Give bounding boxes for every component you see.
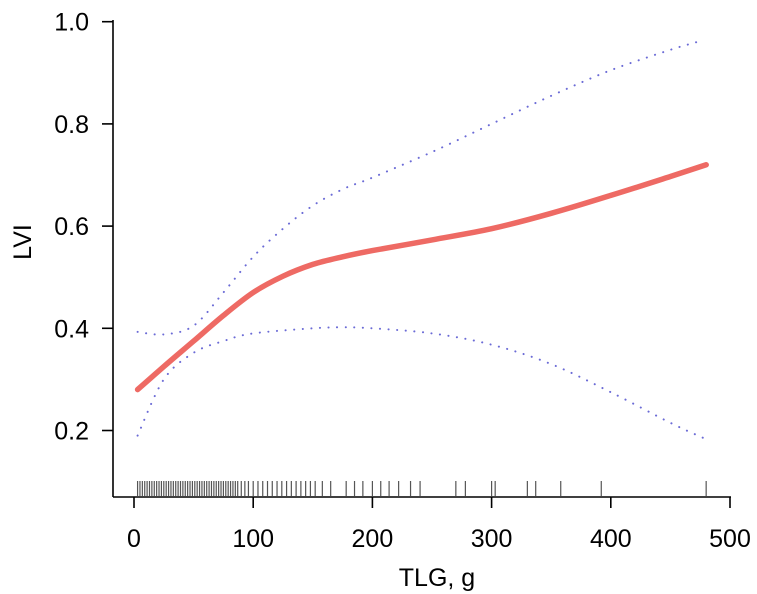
x-axis-title: TLG, g [399, 564, 475, 592]
x-tick-label: 300 [471, 525, 513, 553]
ticks: 0 100 200 300 400 500 0.2 0.4 0.6 0.8 1.0 [54, 9, 751, 553]
axes [112, 20, 731, 498]
series-layer [134, 40, 709, 441]
fit-line [134, 162, 709, 393]
upper-ci-line [136, 40, 702, 336]
y-tick-label: 0.4 [54, 315, 89, 343]
y-tick-label: 0.8 [54, 111, 89, 139]
x-tick-label: 100 [232, 525, 274, 553]
x-tick-label: 400 [590, 525, 632, 553]
x-tick-label: 500 [709, 525, 751, 553]
y-tick-label: 0.6 [54, 213, 89, 241]
lower-ci-line [136, 326, 708, 441]
y-tick-label: 0.2 [54, 418, 89, 446]
y-tick-label: 1.0 [54, 9, 89, 37]
rug-layer [136, 481, 707, 496]
x-tick-label: 0 [127, 525, 141, 553]
y-axis-title: LVI [9, 224, 37, 260]
x-tick-label: 200 [352, 525, 394, 553]
